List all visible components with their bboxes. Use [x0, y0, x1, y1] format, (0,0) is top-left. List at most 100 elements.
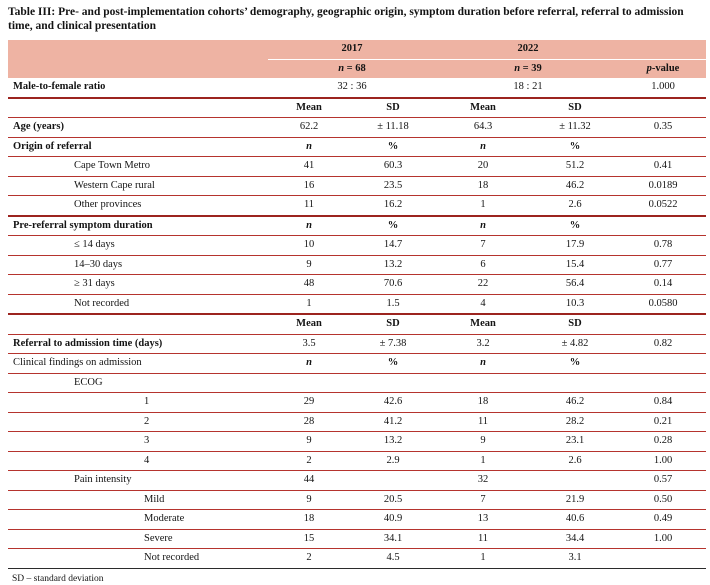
p-value-header: p-value: [620, 59, 706, 78]
cell: 64.3: [436, 117, 530, 137]
cell: 13.2: [350, 431, 436, 451]
cell: 0.57: [620, 470, 706, 490]
cell: 9: [268, 489, 350, 510]
cell: Mean: [268, 97, 350, 118]
n-2017-value: = 68: [344, 62, 366, 74]
row-label: Not recorded: [8, 293, 268, 315]
cell: ± 11.18: [350, 117, 436, 137]
table-body: Male-to-female ratio 32 : 36 18 : 21 1.0…: [8, 78, 706, 569]
cell: %: [350, 215, 436, 236]
cell: 0.41: [620, 156, 706, 176]
cell: [530, 372, 620, 393]
cell: 4: [436, 293, 530, 315]
year-2022-header: 2022: [436, 40, 620, 60]
cell: Mean: [436, 97, 530, 118]
row-label: Clinical findings on admission: [8, 353, 268, 373]
row-label: [8, 97, 268, 118]
cell: 18: [436, 392, 530, 412]
row-label: Referral to admission time (days): [8, 333, 268, 354]
cell: 1.00: [620, 528, 706, 549]
cell: 10.3: [530, 293, 620, 315]
cell: 0.77: [620, 254, 706, 275]
n-2017-header: n = 68: [268, 59, 436, 78]
cell: %: [530, 215, 620, 236]
cell: 2.6: [530, 450, 620, 471]
cell: [268, 372, 350, 393]
cell: 32 : 36: [268, 78, 436, 99]
cell: 11: [436, 411, 530, 432]
table-row: Not recorded 2 4.5 1 3.1: [8, 548, 706, 569]
cell: Mean: [268, 313, 350, 334]
cell: 42.6: [350, 392, 436, 412]
cell: 14.7: [350, 235, 436, 255]
cell: 51.2: [530, 156, 620, 176]
row-label: Pain intensity: [8, 470, 268, 490]
table-row: Cape Town Metro 41 60.3 20 51.2 0.41: [8, 156, 706, 176]
cell: 56.4: [530, 274, 620, 294]
cell: 23.5: [350, 175, 436, 196]
header-spacer-cell: [8, 59, 268, 78]
cell: 60.3: [350, 156, 436, 176]
page: { "title": "Table III: Pre- and post-imp…: [0, 5, 710, 584]
cell: 0.14: [620, 274, 706, 294]
cell: 0.0189: [620, 175, 706, 196]
cell: 0.28: [620, 431, 706, 451]
cell: 10: [268, 235, 350, 255]
cell: [620, 353, 706, 373]
cell: 11: [268, 195, 350, 217]
table-row: Pain intensity 44 32 0.57: [8, 470, 706, 490]
cell: [620, 372, 706, 393]
cell: 11: [436, 528, 530, 549]
cell: [530, 470, 620, 490]
cell: %: [350, 353, 436, 373]
cell: 18: [268, 509, 350, 529]
row-label: 4: [8, 450, 268, 471]
table-row: Mean SD Mean SD: [8, 313, 706, 334]
row-label: Cape Town Metro: [8, 156, 268, 176]
cell: 0.0522: [620, 195, 706, 217]
cell: 13.2: [350, 254, 436, 275]
cell: 2: [268, 450, 350, 471]
cell: 9: [436, 431, 530, 451]
table-row: Western Cape rural 16 23.5 18 46.2 0.018…: [8, 175, 706, 196]
cell: %: [350, 136, 436, 157]
table-row: ≥ 31 days 48 70.6 22 56.4 0.14: [8, 274, 706, 294]
cell: 13: [436, 509, 530, 529]
row-label: Age (years): [8, 117, 268, 137]
cell: 1: [436, 195, 530, 217]
table-row: Age (years) 62.2 ± 11.18 64.3 ± 11.32 0.…: [8, 117, 706, 137]
table-row: Referral to admission time (days) 3.5 ± …: [8, 333, 706, 354]
footnote: SD – standard deviation: [12, 573, 104, 584]
row-label: Other provinces: [8, 195, 268, 217]
cell: 40.9: [350, 509, 436, 529]
table-row: Male-to-female ratio 32 : 36 18 : 21 1.0…: [8, 78, 706, 99]
cell: SD: [530, 313, 620, 334]
row-label: Pre-referral symptom duration: [8, 215, 268, 236]
row-label: 1: [8, 392, 268, 412]
cell: 1: [436, 450, 530, 471]
year-row-p-spacer: [620, 40, 706, 60]
cell: 3.2: [436, 333, 530, 354]
table-row: ECOG: [8, 372, 706, 393]
cell: 29: [268, 392, 350, 412]
cell: 1.00: [620, 450, 706, 471]
cell: 40.6: [530, 509, 620, 529]
cell: %: [530, 136, 620, 157]
row-label: 14–30 days: [8, 254, 268, 275]
row-label: Not recorded: [8, 548, 268, 569]
year-2017-header: 2017: [268, 40, 436, 60]
cell: n: [268, 353, 350, 373]
cell: %: [530, 353, 620, 373]
row-label: 3: [8, 431, 268, 451]
table-row: Other provinces 11 16.2 1 2.6 0.0522: [8, 195, 706, 217]
cell: n: [436, 353, 530, 373]
n-italic: n: [338, 62, 345, 74]
cell: [436, 372, 530, 393]
cell: [620, 548, 706, 569]
table-row: Severe 15 34.1 11 34.4 1.00: [8, 528, 706, 549]
cell: ± 4.82: [530, 333, 620, 354]
n-2022-value: = 39: [520, 62, 542, 74]
cell: [620, 97, 706, 118]
cell: 20: [436, 156, 530, 176]
cell: [350, 470, 436, 490]
